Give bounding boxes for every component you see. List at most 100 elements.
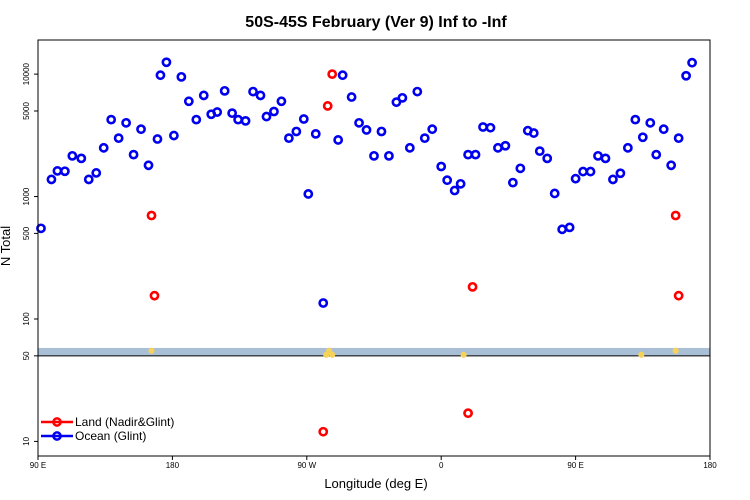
ocean-glint-point	[176, 71, 187, 82]
ocean-glint-point	[645, 117, 656, 128]
ocean-glint-point	[83, 174, 94, 185]
ocean-glint-point	[470, 149, 481, 160]
ocean-glint-point	[463, 149, 473, 160]
legend-ocean-marker	[52, 431, 62, 441]
ocean-glint-point	[427, 124, 438, 135]
ocean-glint-point	[240, 115, 251, 126]
ocean-glint-point	[52, 166, 63, 176]
ocean-glint-point	[593, 150, 603, 161]
threshold-band	[38, 347, 710, 356]
band-mark	[148, 347, 155, 354]
x-tick-label: 0	[439, 461, 444, 470]
ocean-glint-point	[515, 163, 526, 174]
ocean-glint-point	[183, 96, 194, 107]
ocean-glint-point	[161, 57, 172, 68]
y-tick-label: 1000	[22, 187, 31, 205]
ocean-glint-point	[449, 185, 460, 196]
y-axis: 10 50 100 500 1000 5000 10000	[22, 62, 38, 446]
band-mark	[672, 347, 679, 354]
ocean-glint-point	[354, 117, 364, 128]
ocean-glint-point	[269, 106, 279, 117]
ocean-glint-point	[542, 153, 553, 164]
x-tick-label: 90 E	[567, 461, 583, 470]
plot-area	[36, 57, 697, 437]
ocean-glint-point	[136, 124, 146, 135]
ocean-glint-point	[528, 128, 539, 138]
ocean-glint-point	[637, 132, 648, 143]
ocean-glint-point	[442, 175, 453, 186]
ocean-glint-point	[391, 97, 402, 108]
ocean-glint-point	[455, 178, 466, 189]
ocean-glint-point	[168, 130, 179, 141]
ocean-glint-point	[412, 86, 423, 97]
ocean-glint-point	[128, 149, 139, 160]
ocean-glint-point	[337, 70, 348, 81]
ocean-glint-point	[333, 135, 344, 145]
ocean-glint-point	[651, 149, 662, 160]
y-axis-label: N Total	[0, 226, 13, 266]
land-nadir-glint-point	[322, 101, 333, 111]
ocean-glint-point	[155, 70, 166, 81]
ocean-glint-point	[658, 124, 669, 135]
ocean-glint-point	[106, 114, 117, 125]
band-mark	[460, 351, 467, 358]
ocean-glint-point	[630, 114, 641, 125]
x-tick-label: 90 E	[30, 461, 46, 470]
ocean-glint-point	[346, 92, 357, 102]
land-nadir-glint-point	[463, 408, 473, 419]
band-mark	[326, 347, 333, 354]
land-nadir-glint-point	[327, 69, 338, 80]
land-nadir-glint-point	[318, 426, 329, 437]
ocean-glint-point	[478, 122, 488, 132]
ocean-glint-point	[361, 125, 372, 135]
ocean-glint-point	[564, 222, 575, 233]
ocean-glint-point	[318, 298, 329, 308]
ocean-glint-point	[59, 166, 70, 177]
ocean-glint-point	[198, 90, 209, 101]
ocean-glint-point	[143, 160, 154, 171]
ocean-glint-point	[534, 146, 545, 157]
ocean-glint-point	[436, 161, 447, 172]
plot-frame	[37, 39, 711, 457]
ocean-glint-point	[227, 108, 238, 119]
band-layer	[38, 347, 710, 357]
ocean-glint-point	[687, 57, 697, 68]
x-tick-label: 180	[703, 461, 717, 470]
band-mark	[323, 351, 330, 358]
ocean-glint-point	[283, 133, 294, 144]
ocean-glint-point	[578, 166, 588, 177]
legend-land-label: Land (Nadir&Glint)	[75, 415, 174, 429]
y-tick-label: 50	[22, 351, 31, 360]
ocean-glint-point	[549, 188, 560, 199]
ocean-glint-point	[608, 174, 618, 185]
ocean-glint-point	[291, 126, 302, 137]
ocean-glint-point	[46, 174, 57, 185]
x-tick-label: 180	[166, 461, 180, 470]
ocean-glint-point	[98, 142, 109, 153]
ocean-glint-point	[121, 117, 132, 128]
ocean-glint-point	[600, 153, 611, 164]
legend: Land (Nadir&Glint) Ocean (Glint)	[41, 415, 174, 443]
ocean-glint-point	[255, 90, 266, 101]
ocean-glint-point	[557, 224, 568, 235]
ocean-glint-point	[248, 86, 258, 97]
land-nadir-glint-point	[149, 290, 160, 301]
y-tick-label: 10000	[22, 62, 31, 85]
ocean-glint-point	[369, 150, 379, 161]
land-nadir-glint-point	[670, 210, 681, 221]
ocean-glint-point	[681, 70, 692, 81]
ocean-glint-point	[310, 128, 321, 139]
ocean-glint-point	[419, 133, 430, 144]
ocean-glint-point	[485, 122, 496, 133]
ocean-glint-point	[233, 114, 244, 125]
ocean-glint-point	[570, 173, 581, 184]
y-tick-label: 100	[22, 312, 31, 326]
ocean-glint-point	[507, 177, 518, 188]
ocean-glint-point	[376, 126, 387, 137]
ocean-glint-point	[397, 92, 408, 103]
ocean-glint-point	[585, 166, 596, 177]
ocean-glint-point	[622, 142, 633, 153]
x-axis: 90 E 180 90 W 0 90 E 180	[30, 456, 717, 470]
ocean-glint-point	[298, 114, 309, 124]
